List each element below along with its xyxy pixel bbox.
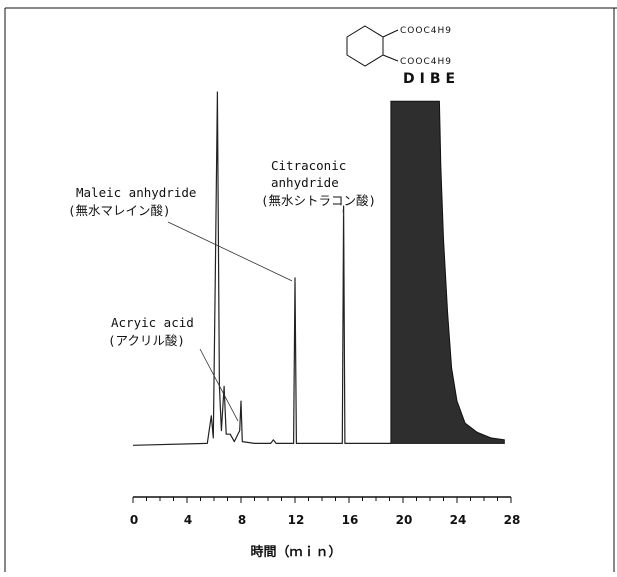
- citraconic-label-line-3: (無水シトラコン酸): [261, 193, 376, 208]
- x-tick-label: 28: [504, 513, 521, 527]
- substituent-1: COOC4H9: [400, 26, 452, 36]
- chromatogram-trace: [132, 91, 391, 446]
- x-tick-label: 24: [450, 513, 467, 527]
- substituent-2: COOC4H9: [400, 57, 452, 67]
- acrylic-label-line-2: (アクリル酸): [108, 333, 185, 348]
- citraconic-leader-line: [342, 209, 344, 217]
- maleic-label-line-2: (無水マレイン酸): [68, 203, 171, 218]
- acrylic-leader-line: [199, 348, 239, 422]
- x-axis-ticks: [132, 497, 512, 503]
- maleic-leader-line: [167, 221, 293, 282]
- x-tick-label: 20: [396, 513, 413, 527]
- cyclohexane-ring: [346, 25, 384, 67]
- x-tick-label: 8: [238, 513, 246, 527]
- bond-1: [382, 29, 399, 38]
- bond-2: [382, 54, 399, 62]
- x-tick-label: 4: [184, 513, 192, 527]
- citraconic-label-line-1: Citraconic: [271, 158, 346, 173]
- x-axis-tick-labels: 0 4 8 12 16 20 24 28: [130, 513, 521, 527]
- acrylic-label-line-1: Acryic acid: [111, 315, 194, 330]
- citraconic-label-line-2: anhydride: [271, 175, 339, 190]
- x-tick-label: 16: [342, 513, 359, 527]
- x-axis-label: 時間（ｍｉｎ）: [250, 544, 341, 560]
- dibe-peak-area: [390, 100, 505, 444]
- compound-name: DIBE: [403, 71, 460, 87]
- maleic-label-line-1: Maleic anhydride: [76, 185, 196, 200]
- chemical-structure: COOC4H9 COOC4H9 DIBE: [346, 25, 460, 87]
- x-tick-label: 12: [288, 513, 305, 527]
- x-tick-label: 0: [130, 513, 138, 527]
